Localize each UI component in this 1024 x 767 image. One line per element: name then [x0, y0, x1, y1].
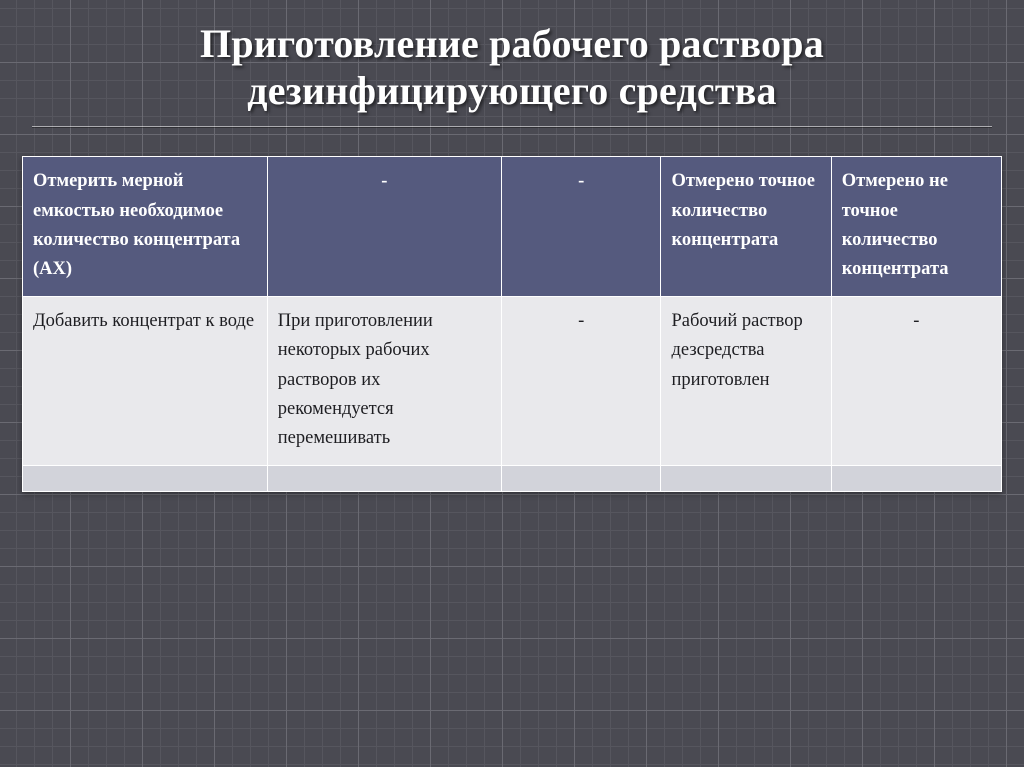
col-header: - — [501, 157, 661, 297]
col-header: - — [267, 157, 501, 297]
col-header: Отмерить мерной емкостью необходимое кол… — [23, 157, 268, 297]
title-line-2: дезинфицирующего средства — [247, 68, 776, 113]
table-container: Отмерить мерной емкостью необходимое кол… — [22, 156, 1002, 492]
table-tail-cell — [831, 466, 1001, 492]
table-cell: При приготовлении некоторых рабочих раст… — [267, 297, 501, 466]
title-line-1: Приготовление рабочего раствора — [200, 21, 824, 66]
data-table: Отмерить мерной емкостью необходимое кол… — [22, 156, 1002, 492]
table-header-row: Отмерить мерной емкостью необходимое кол… — [23, 157, 1002, 297]
table-tail-cell — [267, 466, 501, 492]
col-header: Отмерено точное количество концентрата — [661, 157, 831, 297]
table-cell: - — [831, 297, 1001, 466]
table-row: Добавить концентрат к воде При приготовл… — [23, 297, 1002, 466]
table-tail-cell — [661, 466, 831, 492]
col-header: Отмерено не точное количество концентрат… — [831, 157, 1001, 297]
title-underline — [32, 126, 992, 128]
table-cell: Рабочий раствор дезсредства приготовлен — [661, 297, 831, 466]
table-tail-cell — [501, 466, 661, 492]
table-tail-row — [23, 466, 1002, 492]
page-title: Приготовление рабочего раствора дезинфиц… — [22, 20, 1002, 114]
table-tail-cell — [23, 466, 268, 492]
table-cell: Добавить концентрат к воде — [23, 297, 268, 466]
table-cell: - — [501, 297, 661, 466]
slide: Приготовление рабочего раствора дезинфиц… — [0, 0, 1024, 767]
